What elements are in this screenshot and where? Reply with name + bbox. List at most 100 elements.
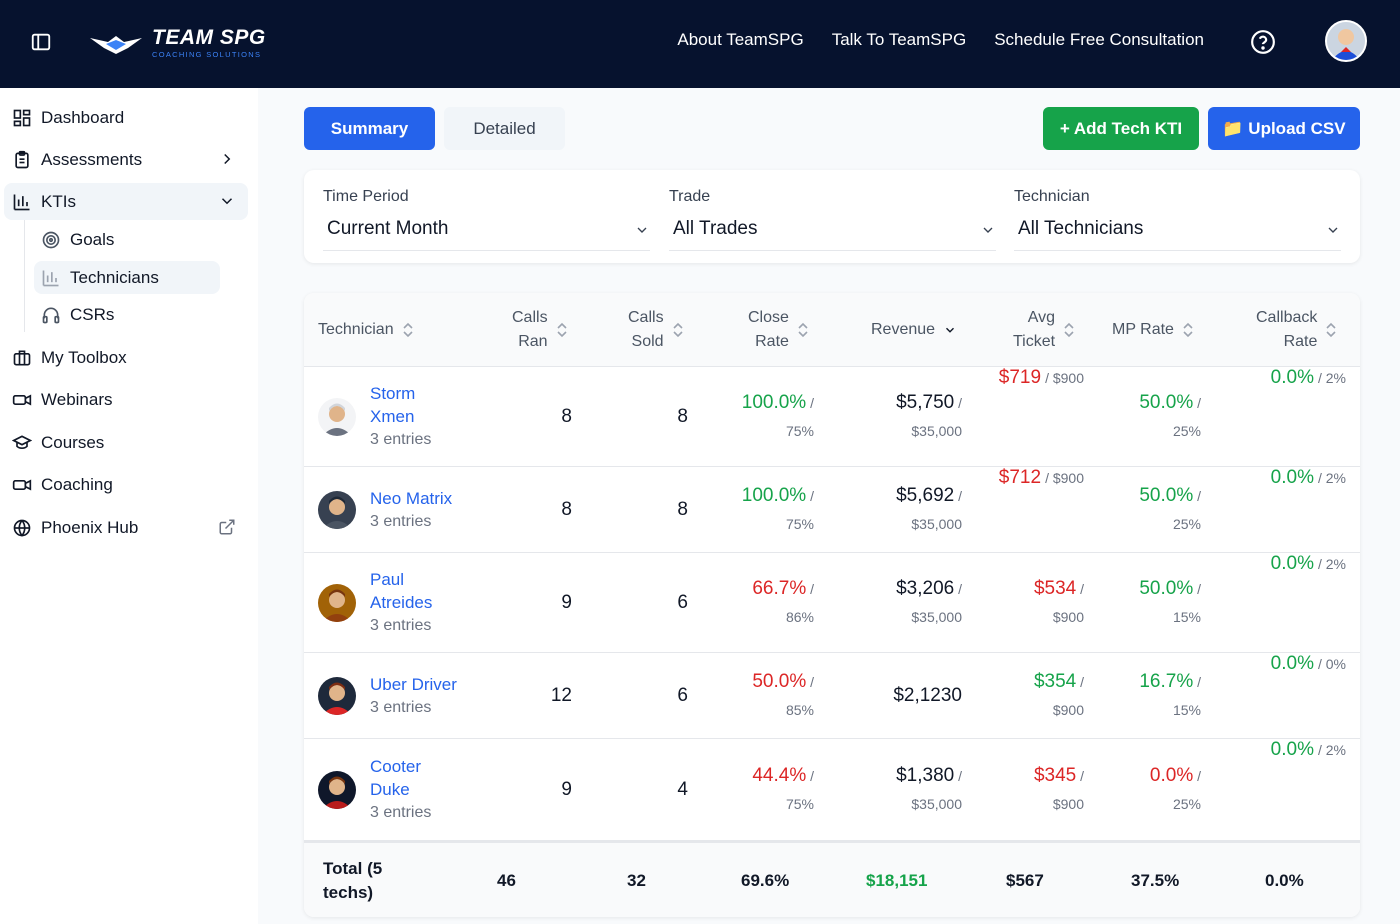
time-period-select[interactable]: Current Month (323, 216, 650, 251)
tab-summary[interactable]: Summary (304, 107, 435, 150)
technician-name-link[interactable]: Storm Xmen (370, 382, 431, 428)
header-label: Sold (631, 333, 664, 350)
column-header-callback-rate[interactable]: Callback Rate (1256, 293, 1337, 367)
external-link-icon (219, 519, 235, 535)
revenue-value: $5,692 (896, 484, 955, 506)
avg-ticket-target: $900 (1052, 701, 1084, 718)
sidebar-subitem-technicians[interactable]: Technicians (34, 261, 220, 294)
sort-icon (672, 322, 683, 338)
callback-rate-cell: 0.0% / 2% (1234, 553, 1346, 652)
revenue-target: $35,000 (911, 795, 962, 812)
chevron-down-icon (637, 227, 647, 233)
revenue-cell: $1,380 / $35,000 (844, 739, 962, 840)
technician-name: Neo Matrix (370, 488, 453, 508)
total-callback-rate: 0.0% (1265, 871, 1304, 890)
sidebar-item-coaching[interactable]: Coaching (4, 466, 248, 503)
revenue-target: $35,000 (911, 515, 962, 532)
sidebar-item-label: Courses (41, 432, 105, 452)
sidebar-item-webinars[interactable]: Webinars (4, 381, 248, 418)
dashboard-grid-icon (13, 109, 31, 126)
technician-name: Uber Driver (370, 674, 457, 694)
sidebar-item-ktis[interactable]: KTIs (4, 183, 248, 220)
revenue-target: $35,000 (911, 608, 962, 625)
technician-avatar (318, 677, 356, 715)
avg-ticket-target: / $900 (1045, 370, 1084, 386)
avatar-image (1327, 22, 1365, 60)
sort-icon (556, 322, 567, 338)
column-header-calls-sold[interactable]: Calls Sold (628, 293, 684, 367)
technician-entries: 3 entries (370, 804, 432, 821)
table-row: Cooter Duke 3 entries 9 4 44.4% / 75% $1,… (304, 739, 1360, 841)
close-rate-target: 85% (785, 701, 814, 718)
nav-about[interactable]: About TeamSPG (677, 30, 804, 49)
select-value: All Technicians (1018, 218, 1144, 239)
calls-sold-value: 6 (677, 684, 688, 706)
nav-schedule[interactable]: Schedule Free Consultation (994, 30, 1204, 49)
help-icon[interactable] (1250, 29, 1276, 55)
avg-ticket-value: $534 (1033, 577, 1077, 599)
total-label: Total (5 (323, 859, 383, 878)
revenue-cell: $5,692 / $35,000 (844, 467, 962, 552)
technician-name-link[interactable]: Cooter Duke (370, 755, 431, 801)
callback-rate-value: 0.0% (1270, 367, 1314, 388)
close-rate-value: 44.4% (752, 764, 807, 786)
column-header-avg-ticket[interactable]: Avg Ticket (1013, 293, 1075, 367)
total-label: techs) (323, 883, 374, 902)
technician-entries: 3 entries (370, 698, 432, 716)
column-header-calls-ran[interactable]: Calls Ran (512, 293, 568, 367)
tab-detailed[interactable]: Detailed (444, 107, 565, 150)
column-header-technician[interactable]: Technician (318, 293, 414, 367)
sidebar-subitem-label: Technicians (70, 267, 159, 287)
callback-rate-target: / 2% (1317, 742, 1346, 758)
upload-csv-button[interactable]: 📁 Upload CSV (1208, 107, 1360, 150)
add-tech-kti-button[interactable]: + Add Tech KTI (1043, 107, 1199, 150)
technician-select[interactable]: All Technicians (1014, 216, 1341, 251)
avg-ticket-cell: $354 / $900 (984, 653, 1084, 738)
total-revenue: $18,151 (866, 871, 928, 890)
column-header-close-rate[interactable]: Close Rate (748, 293, 809, 367)
header-label: Ticket (1013, 333, 1056, 350)
mp-rate-target: 15% (1172, 608, 1201, 625)
technician-name-link[interactable]: Neo Matrix (370, 487, 452, 510)
sidebar-subitem-csrs[interactable]: CSRs (34, 298, 220, 331)
team-spg-logo[interactable]: TEAM SPG COACHING SOLUTIONS (88, 22, 266, 64)
nav-talk[interactable]: Talk To TeamSPG (831, 30, 967, 49)
calls-ran-value: 12 (550, 684, 572, 706)
sidebar-item-toolbox[interactable]: My Toolbox (4, 339, 248, 376)
close-rate-value: 100.0% (741, 391, 807, 413)
sidebar-toggle-icon[interactable] (30, 31, 52, 53)
header-label: Callback (1256, 309, 1318, 326)
technician-name: Duke (370, 780, 410, 799)
calls-ran-value: 8 (561, 405, 572, 427)
technician-name-link[interactable]: Paul Atreides (370, 568, 432, 614)
calls-sold-value: 8 (677, 498, 688, 520)
calls-ran-value: 9 (561, 778, 572, 800)
table-header: Technician Calls Ran Calls Sold Close Rate … (304, 293, 1360, 367)
sidebar-item-phoenix-hub[interactable]: Phoenix Hub (4, 509, 248, 546)
revenue-cell: $3,206 / $35,000 (844, 553, 962, 652)
sidebar-item-courses[interactable]: Courses (4, 424, 248, 461)
sidebar-item-label: KTIs (41, 191, 76, 211)
revenue-cell: $5,750 / $35,000 (844, 367, 962, 466)
user-avatar[interactable] (1325, 20, 1367, 62)
close-rate-value: 100.0% (741, 484, 807, 506)
header-label: Rate (1283, 333, 1318, 350)
header-label: MP Rate (1112, 321, 1174, 338)
sidebar-item-assessments[interactable]: Assessments (4, 141, 248, 178)
technician-name-link[interactable]: Uber Driver (370, 673, 457, 696)
sidebar-item-dashboard[interactable]: Dashboard (4, 99, 248, 136)
column-header-mp-rate[interactable]: MP Rate (1112, 293, 1194, 367)
technician-avatar (318, 491, 356, 529)
top-nav-bar: TEAM SPG COACHING SOLUTIONS About TeamSP… (0, 0, 1400, 88)
callback-rate-target: / 2% (1317, 370, 1346, 386)
technician-entries: 3 entries (370, 617, 432, 634)
sort-icon (403, 322, 413, 338)
mp-rate-target: 25% (1172, 515, 1201, 532)
filter-label: Time Period (323, 188, 409, 205)
sidebar-subitem-goals[interactable]: Goals (34, 223, 220, 256)
callback-rate-cell: 0.0% / 2% (1234, 739, 1346, 840)
column-header-revenue[interactable]: Revenue (871, 293, 957, 367)
mp-rate-target: 25% (1172, 795, 1201, 812)
close-rate-target: 86% (785, 608, 814, 625)
trade-select[interactable]: All Trades (669, 216, 996, 251)
